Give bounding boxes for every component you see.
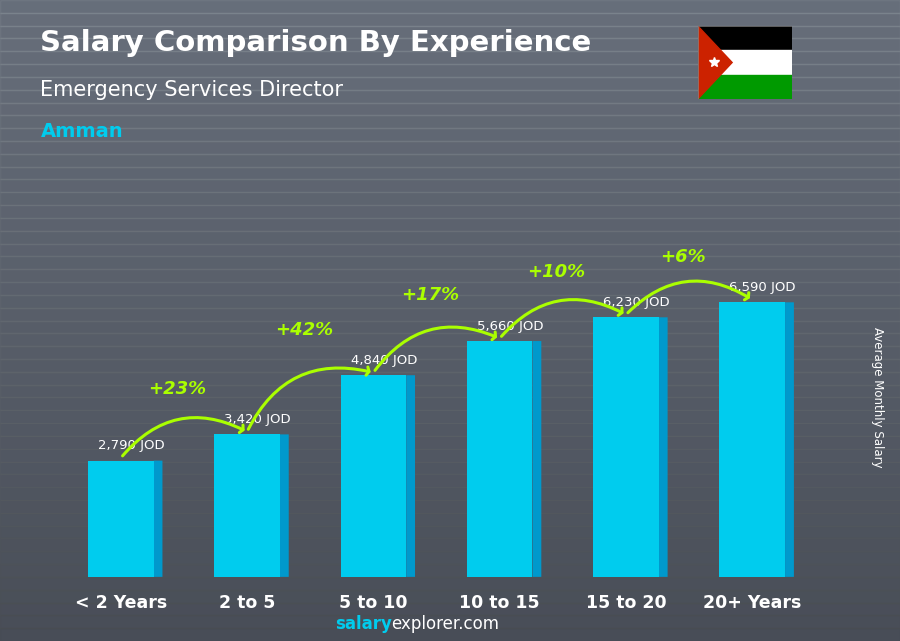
Bar <box>0 0 900 13</box>
Text: Emergency Services Director: Emergency Services Director <box>40 80 344 100</box>
Bar <box>719 303 785 577</box>
Bar <box>593 317 659 577</box>
Text: 2,790 JOD: 2,790 JOD <box>98 439 165 453</box>
Bar <box>0 410 900 423</box>
Bar <box>0 526 900 538</box>
Bar <box>0 615 900 628</box>
Polygon shape <box>154 461 163 577</box>
Bar <box>0 513 900 526</box>
Bar <box>0 359 900 372</box>
Bar <box>0 231 900 244</box>
Bar <box>0 192 900 205</box>
Text: +23%: +23% <box>148 379 207 397</box>
Bar <box>0 320 900 333</box>
Bar <box>0 90 900 103</box>
Bar <box>0 628 900 641</box>
Polygon shape <box>280 435 289 577</box>
Bar <box>0 372 900 385</box>
Text: +17%: +17% <box>401 287 459 304</box>
Bar <box>0 436 900 449</box>
Bar <box>0 179 900 192</box>
Bar <box>0 64 900 77</box>
Bar <box>0 282 900 295</box>
Bar <box>0 51 900 64</box>
Bar <box>0 538 900 551</box>
Bar <box>0 256 900 269</box>
Bar <box>0 115 900 128</box>
Bar <box>0 295 900 308</box>
Bar <box>0 154 900 167</box>
Bar <box>0 269 900 282</box>
Text: 3,420 JOD: 3,420 JOD <box>224 413 291 426</box>
Bar <box>0 397 900 410</box>
Bar <box>698 50 792 75</box>
Text: Average Monthly Salary: Average Monthly Salary <box>871 327 884 468</box>
Text: 6,230 JOD: 6,230 JOD <box>603 296 670 309</box>
Bar <box>0 564 900 577</box>
Text: salary: salary <box>335 615 392 633</box>
Bar <box>0 603 900 615</box>
Bar <box>0 577 900 590</box>
Bar <box>0 449 900 462</box>
Bar <box>340 375 406 577</box>
Bar <box>0 590 900 603</box>
Bar <box>467 341 533 577</box>
Polygon shape <box>406 375 415 577</box>
Text: 5,660 JOD: 5,660 JOD <box>477 320 544 333</box>
Bar <box>698 26 792 50</box>
Bar <box>0 26 900 38</box>
Text: 6,590 JOD: 6,590 JOD <box>730 281 796 294</box>
Bar <box>0 385 900 397</box>
Polygon shape <box>659 317 668 577</box>
Bar <box>0 244 900 256</box>
Text: explorer.com: explorer.com <box>392 615 500 633</box>
Text: 4,840 JOD: 4,840 JOD <box>351 354 417 367</box>
Bar <box>0 205 900 218</box>
Bar <box>0 13 900 26</box>
Bar <box>0 423 900 436</box>
Bar <box>0 77 900 90</box>
Text: Amman: Amman <box>40 122 123 141</box>
Bar <box>0 487 900 500</box>
Bar <box>0 167 900 179</box>
Bar <box>0 333 900 346</box>
Bar <box>0 103 900 115</box>
Bar <box>0 462 900 474</box>
Text: Salary Comparison By Experience: Salary Comparison By Experience <box>40 29 592 57</box>
Bar <box>0 346 900 359</box>
Bar <box>0 308 900 320</box>
Text: +6%: +6% <box>660 247 706 265</box>
Text: +42%: +42% <box>274 320 333 338</box>
Bar <box>698 75 792 99</box>
Bar <box>0 474 900 487</box>
Bar <box>0 551 900 564</box>
Bar <box>0 218 900 231</box>
Polygon shape <box>698 26 733 99</box>
Bar <box>0 38 900 51</box>
Polygon shape <box>785 303 794 577</box>
Bar <box>214 435 280 577</box>
Bar <box>0 128 900 141</box>
Text: +10%: +10% <box>527 263 586 281</box>
Bar <box>0 500 900 513</box>
Polygon shape <box>533 341 541 577</box>
Bar <box>88 461 154 577</box>
Bar <box>0 141 900 154</box>
